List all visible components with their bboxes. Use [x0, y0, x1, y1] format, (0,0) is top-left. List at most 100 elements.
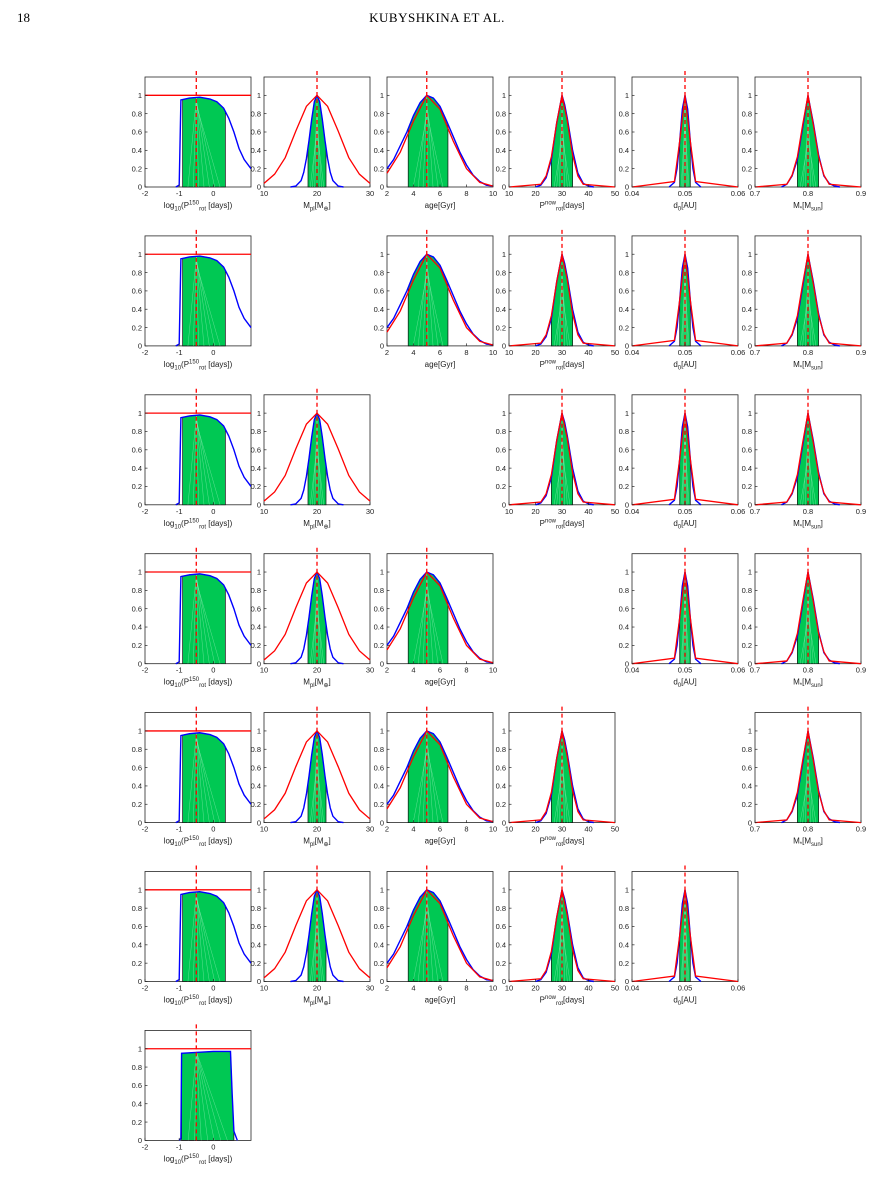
x-tick-label: 2 — [385, 666, 389, 675]
x-tick-label: 20 — [313, 825, 321, 834]
x-tick-label: 0.04 — [625, 666, 640, 675]
x-tick-label: -1 — [176, 1142, 183, 1151]
fill-hatch — [196, 1052, 202, 1141]
x-axis-label-part: 150 — [189, 201, 200, 207]
x-axis-label-part: sun — [811, 683, 821, 689]
y-tick-label: 0 — [748, 659, 752, 668]
fill-hatch — [807, 297, 817, 346]
y-tick-label: 0.2 — [132, 482, 142, 491]
x-axis-label-part: M — [303, 996, 310, 1005]
y-tick-label: 0.2 — [132, 800, 142, 809]
fill-hatch — [196, 1051, 228, 1141]
y-tick-label: 0.2 — [132, 641, 142, 650]
prior-curve — [386, 570, 494, 664]
fill-hatch — [187, 416, 197, 505]
y-tick-label: 0.2 — [251, 959, 261, 968]
x-tick-label: 4 — [411, 348, 415, 357]
y-tick-label: 0.4 — [742, 623, 752, 632]
x-axis-label-part: [M — [802, 360, 811, 369]
y-tick-label: 0.8 — [132, 427, 142, 436]
y-tick-label: 0.8 — [251, 745, 261, 754]
x-tick-label: 50 — [611, 984, 619, 993]
fill-hatch — [426, 95, 429, 188]
y-tick-label: 0 — [502, 977, 506, 986]
x-tick-label: -2 — [142, 984, 149, 993]
x-axis-label: Mpl[M⊕] — [303, 996, 331, 1008]
y-tick-label: 0.4 — [496, 941, 506, 950]
x-axis-label: d0[AU] — [673, 996, 696, 1008]
y-tick-label: 0 — [138, 659, 142, 668]
y-tick-label: 0.4 — [619, 623, 629, 632]
fill-hatch — [196, 899, 221, 982]
x-axis-label: log10(P150rot [days]) — [164, 836, 233, 848]
x-axis-label-part: M — [303, 837, 310, 846]
credible-interval — [182, 255, 226, 347]
x-axis-label-part: P — [540, 996, 545, 1005]
y-tick-label: 0.2 — [374, 164, 384, 173]
x-tick-label: 30 — [558, 507, 566, 516]
y-tick-label: 1 — [625, 409, 629, 418]
x-tick-label: -2 — [142, 189, 149, 198]
x-tick-label: 0.7 — [750, 825, 760, 834]
y-tick-label: 0.6 — [132, 128, 142, 137]
x-axis-label-part: P — [540, 837, 545, 846]
x-tick-label: 8 — [464, 348, 468, 357]
x-tick-label: 4 — [411, 825, 415, 834]
x-axis-label-part: rot — [199, 842, 206, 848]
x-axis-label-part: d — [673, 201, 677, 210]
y-tick-label: 0.8 — [251, 109, 261, 118]
y-tick-label: 1 — [380, 727, 384, 736]
x-tick-label: 0.04 — [625, 348, 640, 357]
y-tick-label: 0.2 — [374, 641, 384, 650]
y-tick-label: 0.2 — [742, 164, 752, 173]
y-tick-label: 0.2 — [742, 800, 752, 809]
y-tick-label: 1 — [257, 568, 261, 577]
x-tick-label: 0 — [211, 348, 215, 357]
fill-hatch — [684, 442, 690, 505]
x-axis-label-part: ] — [821, 837, 823, 846]
x-tick-label: 0.06 — [731, 666, 746, 675]
x-axis-label-part: d — [673, 996, 677, 1005]
panel: 0 0.2 0.4 0.6 0.8 1 10 20 30 40 50 Pnowrot[days] — [496, 386, 619, 530]
y-tick-label: 0.6 — [251, 446, 261, 455]
fill-hatch — [417, 742, 427, 823]
x-tick-label: 4 — [411, 984, 415, 993]
x-tick-label: 0.7 — [750, 507, 760, 516]
y-tick-label: 0.4 — [374, 623, 384, 632]
x-axis-label-part: M — [303, 201, 310, 210]
y-tick-label: 1 — [502, 886, 506, 895]
fill-hatch — [561, 898, 565, 982]
y-tick-label: 0.6 — [374, 128, 384, 137]
y-tick-label: 0 — [138, 342, 142, 351]
x-axis-label-part: [AU] — [681, 201, 697, 210]
y-tick-label: 1 — [625, 250, 629, 259]
x-axis-label-part: 10 — [174, 1001, 181, 1007]
x-axis-label-part: ⊕ — [323, 842, 328, 848]
y-tick-label: 0.6 — [374, 287, 384, 296]
x-tick-label: 6 — [438, 189, 442, 198]
x-tick-label: 30 — [366, 825, 374, 834]
x-tick-label: 0.9 — [856, 348, 866, 357]
x-axis-label: log10(P150rot [days]) — [164, 677, 233, 689]
x-axis-label-part: rot — [199, 365, 206, 371]
x-axis-label-part: rot — [556, 1001, 563, 1007]
x-axis-label-part: 150 — [189, 995, 200, 1001]
y-tick-label: 1 — [380, 886, 384, 895]
y-tick-label: 0.4 — [374, 941, 384, 950]
y-tick-label: 0.2 — [251, 164, 261, 173]
x-axis-label: log10(P150rot [days]) — [164, 359, 233, 371]
x-tick-label: -2 — [142, 666, 149, 675]
x-axis-label: Pnowrot[days] — [540, 359, 585, 371]
y-tick-label: 0.4 — [374, 782, 384, 791]
fill-hatch — [196, 575, 210, 664]
x-axis-label-part: 10 — [174, 365, 181, 371]
y-tick-label: 0.8 — [496, 904, 506, 913]
panel: 0 0.2 0.4 0.6 0.8 1 10 20 30 40 50 Pnowrot[days] — [496, 69, 619, 213]
fill-hatch — [196, 97, 199, 188]
x-axis-label-part: [M — [315, 519, 324, 528]
x-axis-label-part: 10 — [174, 683, 181, 689]
y-tick-label: 0.8 — [742, 109, 752, 118]
fill-hatch — [561, 740, 565, 823]
x-tick-label: 10 — [489, 348, 497, 357]
x-axis-label-part: [days]) — [206, 678, 233, 687]
